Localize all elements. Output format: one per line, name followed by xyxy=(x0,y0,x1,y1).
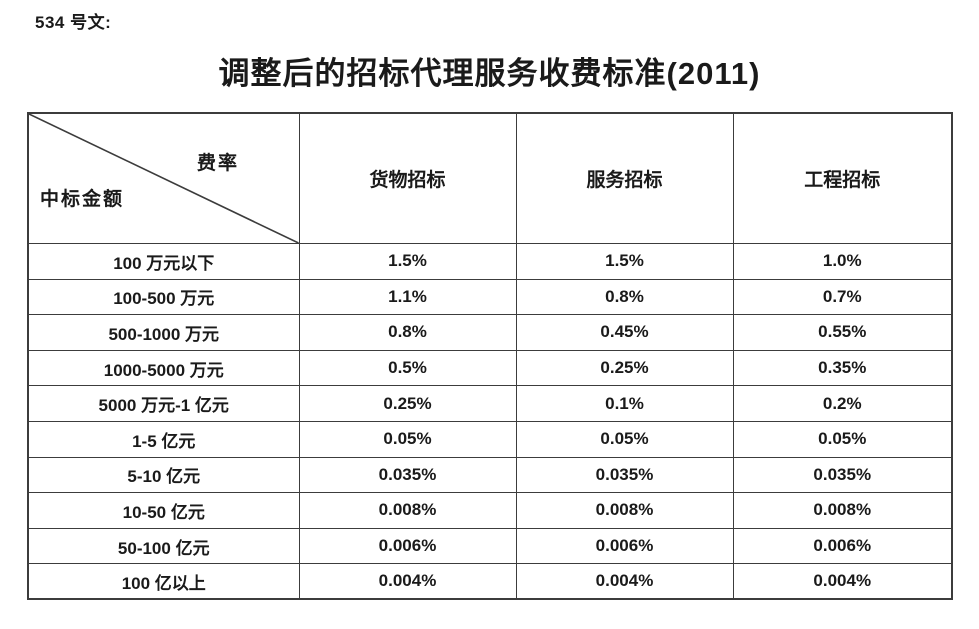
row-label: 5000 万元-1 亿元 xyxy=(27,385,300,422)
row-label: 10-50 亿元 xyxy=(27,492,300,529)
rate-cell: 0.008% xyxy=(515,492,734,529)
table-row: 100 万元以下 1.5% 1.5% 1.0% xyxy=(27,243,953,280)
table-row: 100-500 万元 1.1% 0.8% 0.7% xyxy=(27,278,953,316)
table-row: 5000 万元-1 亿元 0.25% 0.1% 0.2% xyxy=(27,385,953,422)
rate-cell: 0.05% xyxy=(732,420,953,458)
row-label: 100 万元以下 xyxy=(27,243,300,280)
rate-cell: 0.004% xyxy=(515,563,734,600)
rate-cell: 0.25% xyxy=(298,385,517,422)
row-label: 50-100 亿元 xyxy=(27,527,300,565)
table-row: 1000-5000 万元 0.5% 0.25% 0.35% xyxy=(27,349,953,387)
table-row: 1-5 亿元 0.05% 0.05% 0.05% xyxy=(27,420,953,458)
header-row: 费率 中标金额 货物招标 服务招标 工程招标 xyxy=(27,112,953,244)
rate-cell: 0.008% xyxy=(732,492,953,529)
table-row: 10-50 亿元 0.008% 0.008% 0.008% xyxy=(27,492,953,529)
rate-cell: 0.5% xyxy=(298,349,517,387)
page-title: 调整后的招标代理服务收费标准(2011) xyxy=(218,56,761,91)
rate-cell: 0.035% xyxy=(515,456,734,494)
rate-cell: 0.25% xyxy=(515,349,734,387)
rate-cell: 0.8% xyxy=(298,314,517,351)
rate-cell: 0.35% xyxy=(732,349,953,387)
column-header-works: 工程招标 xyxy=(732,112,953,244)
rate-cell: 0.004% xyxy=(298,563,517,600)
rate-cell: 0.006% xyxy=(298,527,517,565)
rate-cell: 0.55% xyxy=(732,314,953,351)
rate-cell: 1.0% xyxy=(732,243,953,280)
corner-cell: 费率 中标金额 xyxy=(27,112,300,244)
rate-cell: 1.5% xyxy=(515,243,734,280)
rate-cell: 0.035% xyxy=(298,456,517,494)
column-header-goods: 货物招标 xyxy=(298,112,517,244)
column-header-services: 服务招标 xyxy=(515,112,734,244)
table-row: 5-10 亿元 0.035% 0.035% 0.035% xyxy=(27,456,953,494)
row-label: 100 亿以上 xyxy=(27,563,300,600)
rate-cell: 0.05% xyxy=(298,420,517,458)
rate-cell: 0.8% xyxy=(515,278,734,316)
rate-cell: 0.035% xyxy=(732,456,953,494)
corner-rate-label: 费率 xyxy=(197,153,240,174)
table-row: 500-1000 万元 0.8% 0.45% 0.55% xyxy=(27,314,953,351)
rate-cell: 0.1% xyxy=(515,385,734,422)
fee-table: 费率 中标金额 货物招标 服务招标 工程招标 100 万元以下 1.5% 1.5… xyxy=(27,112,953,601)
rate-cell: 0.45% xyxy=(515,314,734,351)
table-row: 50-100 亿元 0.006% 0.006% 0.006% xyxy=(27,527,953,565)
corner-amount-label: 中标金额 xyxy=(40,189,125,210)
row-label: 1000-5000 万元 xyxy=(27,349,300,387)
rate-cell: 0.05% xyxy=(515,420,734,458)
rate-cell: 0.7% xyxy=(732,278,953,316)
rate-cell: 0.004% xyxy=(732,563,953,600)
rate-cell: 0.006% xyxy=(732,527,953,565)
table-row: 100 亿以上 0.004% 0.004% 0.004% xyxy=(27,563,953,600)
diagonal-divider-line xyxy=(29,114,298,243)
rate-cell: 0.2% xyxy=(732,385,953,422)
row-label: 100-500 万元 xyxy=(27,278,300,316)
rate-cell: 0.006% xyxy=(515,527,734,565)
row-label: 5-10 亿元 xyxy=(27,456,300,494)
rate-cell: 1.5% xyxy=(298,243,517,280)
row-label: 1-5 亿元 xyxy=(27,420,300,458)
rate-cell: 1.1% xyxy=(298,278,517,316)
row-label: 500-1000 万元 xyxy=(27,314,300,351)
doc-number-label: 534 号文: xyxy=(35,13,112,32)
rate-cell: 0.008% xyxy=(298,492,517,529)
